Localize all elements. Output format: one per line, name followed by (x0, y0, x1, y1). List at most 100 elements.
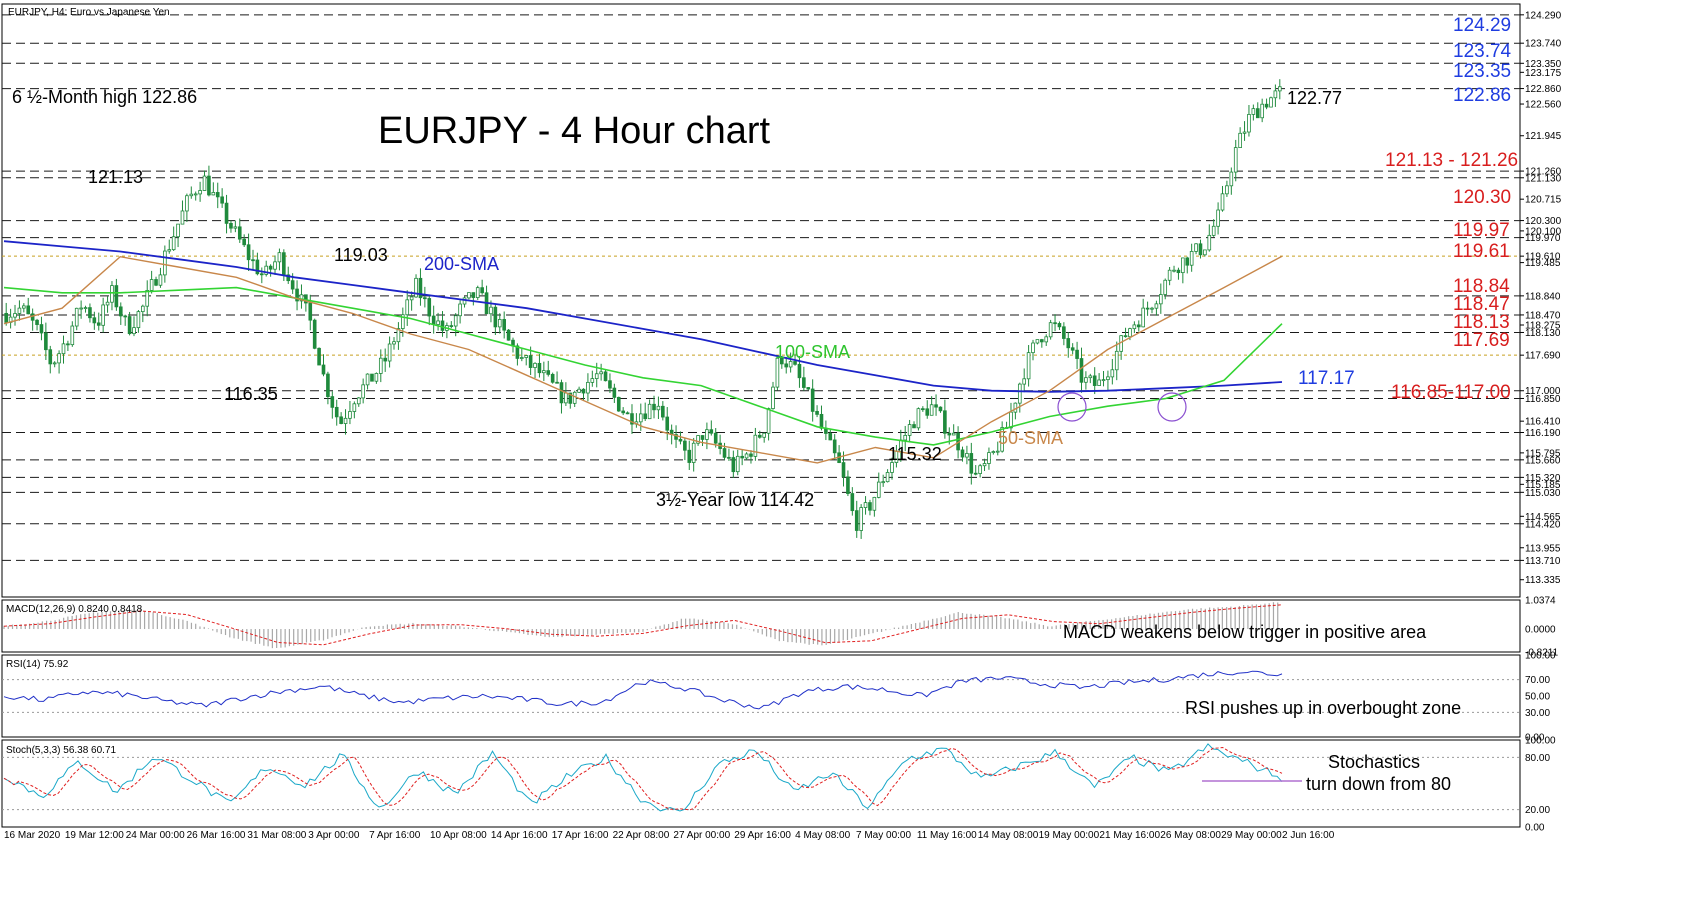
time-tick-label: 24 Mar 00:00 (126, 830, 185, 841)
candle-body (793, 361, 797, 365)
candle-body (224, 202, 229, 224)
candle-body (687, 449, 692, 463)
candle-body (1194, 243, 1198, 252)
candle-body (691, 442, 696, 463)
price-tick-label: 115.795 (1525, 448, 1561, 459)
candle-body (550, 373, 555, 383)
candle-body (678, 438, 683, 442)
candle-body (207, 175, 211, 196)
candle-body (524, 355, 529, 358)
time-tick-label: 26 May 08:00 (1160, 830, 1221, 841)
price-tick-label: 124.290 (1525, 10, 1562, 21)
candle-body (1057, 323, 1062, 328)
candle-body (1136, 324, 1141, 328)
time-tick-label: 27 Apr 00:00 (673, 830, 730, 841)
candle-body (1141, 307, 1145, 328)
rsi-title: RSI(14) 75.92 (6, 659, 69, 670)
candle-body (114, 285, 119, 308)
candle-body (1185, 257, 1190, 266)
candle-body (1062, 326, 1066, 339)
candle-body (96, 322, 101, 326)
candle-body (700, 435, 705, 440)
candle-body (154, 279, 158, 286)
price-tick-label: 119.610 (1525, 252, 1561, 263)
candle-body (1070, 347, 1075, 351)
candle-body (493, 306, 498, 328)
support-label: 118.13 (1453, 312, 1510, 333)
candle-body (854, 510, 859, 531)
candle-body (361, 384, 365, 399)
candle-body (665, 416, 670, 431)
stoch-tick-label: 80.00 (1525, 753, 1550, 764)
high-119-annotation: 119.03 (334, 245, 388, 265)
candle-body (780, 357, 784, 365)
candle-body (1088, 375, 1093, 379)
price-tick-label: 118.470 (1525, 310, 1561, 321)
candle-body (559, 382, 564, 404)
candle-body (753, 434, 758, 457)
candle-body (35, 319, 39, 325)
candle-body (467, 292, 471, 299)
fib-levels (2, 255, 1520, 356)
candle-body (1207, 234, 1212, 251)
candle-body (233, 226, 238, 229)
rsi-tick-label: 100.00 (1525, 651, 1556, 662)
candle-body (471, 292, 476, 298)
price-tick-label: 123.350 (1525, 59, 1562, 70)
candle-body (850, 493, 855, 512)
candle-body (171, 236, 176, 251)
candle-body (832, 439, 837, 454)
candle-body (929, 404, 934, 416)
candle-body (965, 453, 969, 458)
candle-body (339, 416, 343, 424)
candle-body (88, 307, 92, 319)
candle-body (581, 388, 586, 394)
macd-tick-label: 0.0000 (1525, 625, 1556, 636)
candle-body (427, 298, 432, 317)
candle-body (57, 353, 61, 364)
time-tick-label: 14 Apr 16:00 (491, 830, 548, 841)
price-tick-label: 119.970 (1525, 233, 1561, 244)
support-label: 118.47 (1453, 294, 1510, 315)
candle-body (876, 481, 881, 498)
stoch-annotation: Stochastics turn down from 80 (1306, 752, 1451, 794)
candle-body (334, 406, 339, 418)
candle-body (268, 265, 273, 270)
candle-body (74, 307, 79, 327)
candle-body (356, 397, 361, 405)
candle-body (868, 502, 872, 511)
candle-body (295, 288, 299, 302)
candle-body (1154, 303, 1159, 309)
price-tick-label: 121.260 (1525, 167, 1562, 178)
candle-body (1092, 375, 1097, 386)
chart-title: EURJPY - 4 Hour chart (378, 110, 771, 152)
candle-body (39, 324, 44, 334)
candle-body (118, 306, 123, 317)
candle-body (788, 361, 793, 368)
rsi-panel-frame (1, 654, 1521, 738)
candle-body (374, 373, 379, 382)
candle-body (242, 238, 246, 246)
candle-body (1203, 249, 1207, 256)
macd-annotation: MACD weakens below trigger in positive a… (1063, 622, 1427, 642)
candle-body (819, 413, 824, 429)
candle-body (846, 476, 850, 494)
candle-body (1053, 322, 1057, 325)
candle-body (806, 387, 811, 390)
candle-body (1000, 427, 1004, 452)
candle-body (674, 434, 678, 440)
stoch-title: Stoch(5,3,3) 56.38 60.71 (6, 745, 117, 756)
candle-body (370, 373, 374, 382)
candle-body (947, 432, 952, 436)
candle-body (22, 305, 26, 309)
candle-body (308, 302, 313, 321)
candle-body (995, 450, 1000, 453)
candle-body (44, 332, 48, 351)
candle-body (696, 435, 700, 444)
crossover-circle-2 (1157, 392, 1187, 422)
price-tick-label: 115.030 (1525, 488, 1561, 499)
candle-body (251, 259, 255, 262)
candle-body (969, 453, 974, 474)
candle-body (515, 345, 520, 359)
main-panel-frame (1, 3, 1521, 598)
